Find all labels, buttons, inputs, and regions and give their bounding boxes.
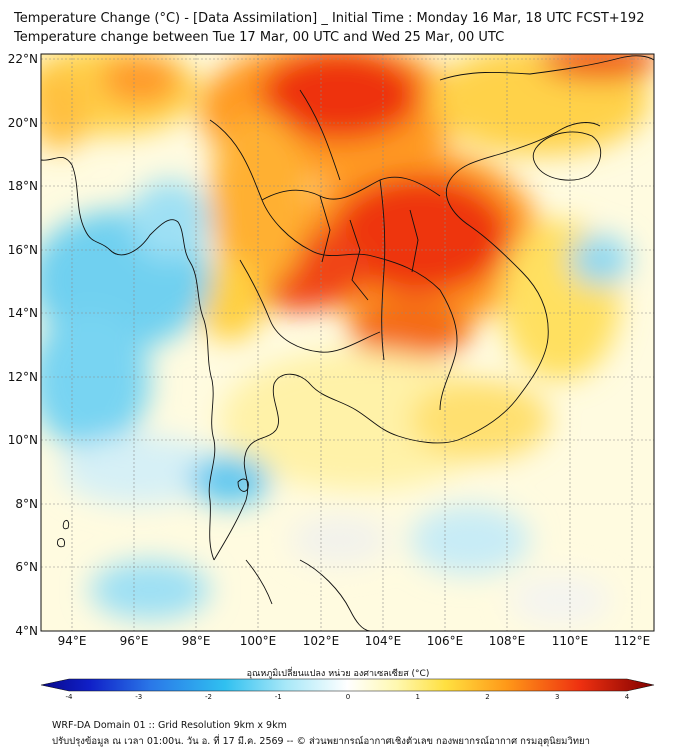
lat-label: 10°N xyxy=(8,433,38,447)
lat-label: 22°N xyxy=(8,52,38,66)
lon-label: 96°E xyxy=(120,634,149,648)
lat-label: 6°N xyxy=(15,560,38,574)
longitude-labels: 94°E 96°E 98°E 100°E 102°E 104°E 106°E 1… xyxy=(58,634,651,648)
lon-label: 102°E xyxy=(303,634,340,648)
lat-label: 18°N xyxy=(8,179,38,193)
coastlines-borders xyxy=(41,55,654,631)
colorbar-tick: -4 xyxy=(66,693,74,700)
colorbar-bar xyxy=(40,678,655,692)
graticule xyxy=(41,54,654,631)
colorbar-label: อุณหภูมิเปลี่ยนแปลง หน่วย องศาเซลเซียส (… xyxy=(246,669,430,679)
footer-line1: WRF-DA Domain 01 :: Grid Resolution 9km … xyxy=(52,720,287,731)
lon-label: 110°E xyxy=(552,634,589,648)
lon-label: 98°E xyxy=(182,634,211,648)
lon-label: 108°E xyxy=(489,634,526,648)
colorbar: -4 -3 -2 -1 0 1 2 3 4 xyxy=(40,678,655,700)
latitude-labels: 22°N 20°N 18°N 16°N 14°N 12°N 10°N 8°N 6… xyxy=(8,52,38,638)
temperature-change-map: 22°N 20°N 18°N 16°N 14°N 12°N 10°N 8°N 6… xyxy=(8,52,655,700)
lon-label: 104°E xyxy=(365,634,402,648)
lat-label: 4°N xyxy=(15,624,38,638)
map-title-line2: Temperature change between Tue 17 Mar, 0… xyxy=(14,30,505,45)
map-frame xyxy=(40,53,655,632)
lon-label: 94°E xyxy=(58,634,87,648)
temperature-field xyxy=(41,54,654,631)
colorbar-tick: 4 xyxy=(625,693,630,700)
lon-label: 100°E xyxy=(240,634,277,648)
map-title-line1: Temperature Change (°C) - [Data Assimila… xyxy=(14,11,645,26)
colorbar-tick: 1 xyxy=(416,693,420,700)
lat-label: 16°N xyxy=(8,243,38,257)
colorbar-ticks: -4 -3 -2 -1 0 1 2 3 4 xyxy=(66,693,630,700)
lat-label: 12°N xyxy=(8,370,38,384)
colorbar-tick: -3 xyxy=(135,693,142,700)
colorbar-tick: -2 xyxy=(205,693,212,700)
lat-label: 14°N xyxy=(8,306,38,320)
colorbar-tick: 0 xyxy=(346,693,350,700)
colorbar-tick: 2 xyxy=(485,693,489,700)
footer-line2: ปรับปรุงข้อมูล ณ เวลา 01:00น. วัน อ. ที่… xyxy=(52,736,590,747)
colorbar-tick: -1 xyxy=(275,693,282,700)
lat-label: 8°N xyxy=(15,497,38,511)
colorbar-tick: 3 xyxy=(555,693,559,700)
lon-label: 112°E xyxy=(614,634,651,648)
lon-label: 106°E xyxy=(427,634,464,648)
lat-label: 20°N xyxy=(8,116,38,130)
